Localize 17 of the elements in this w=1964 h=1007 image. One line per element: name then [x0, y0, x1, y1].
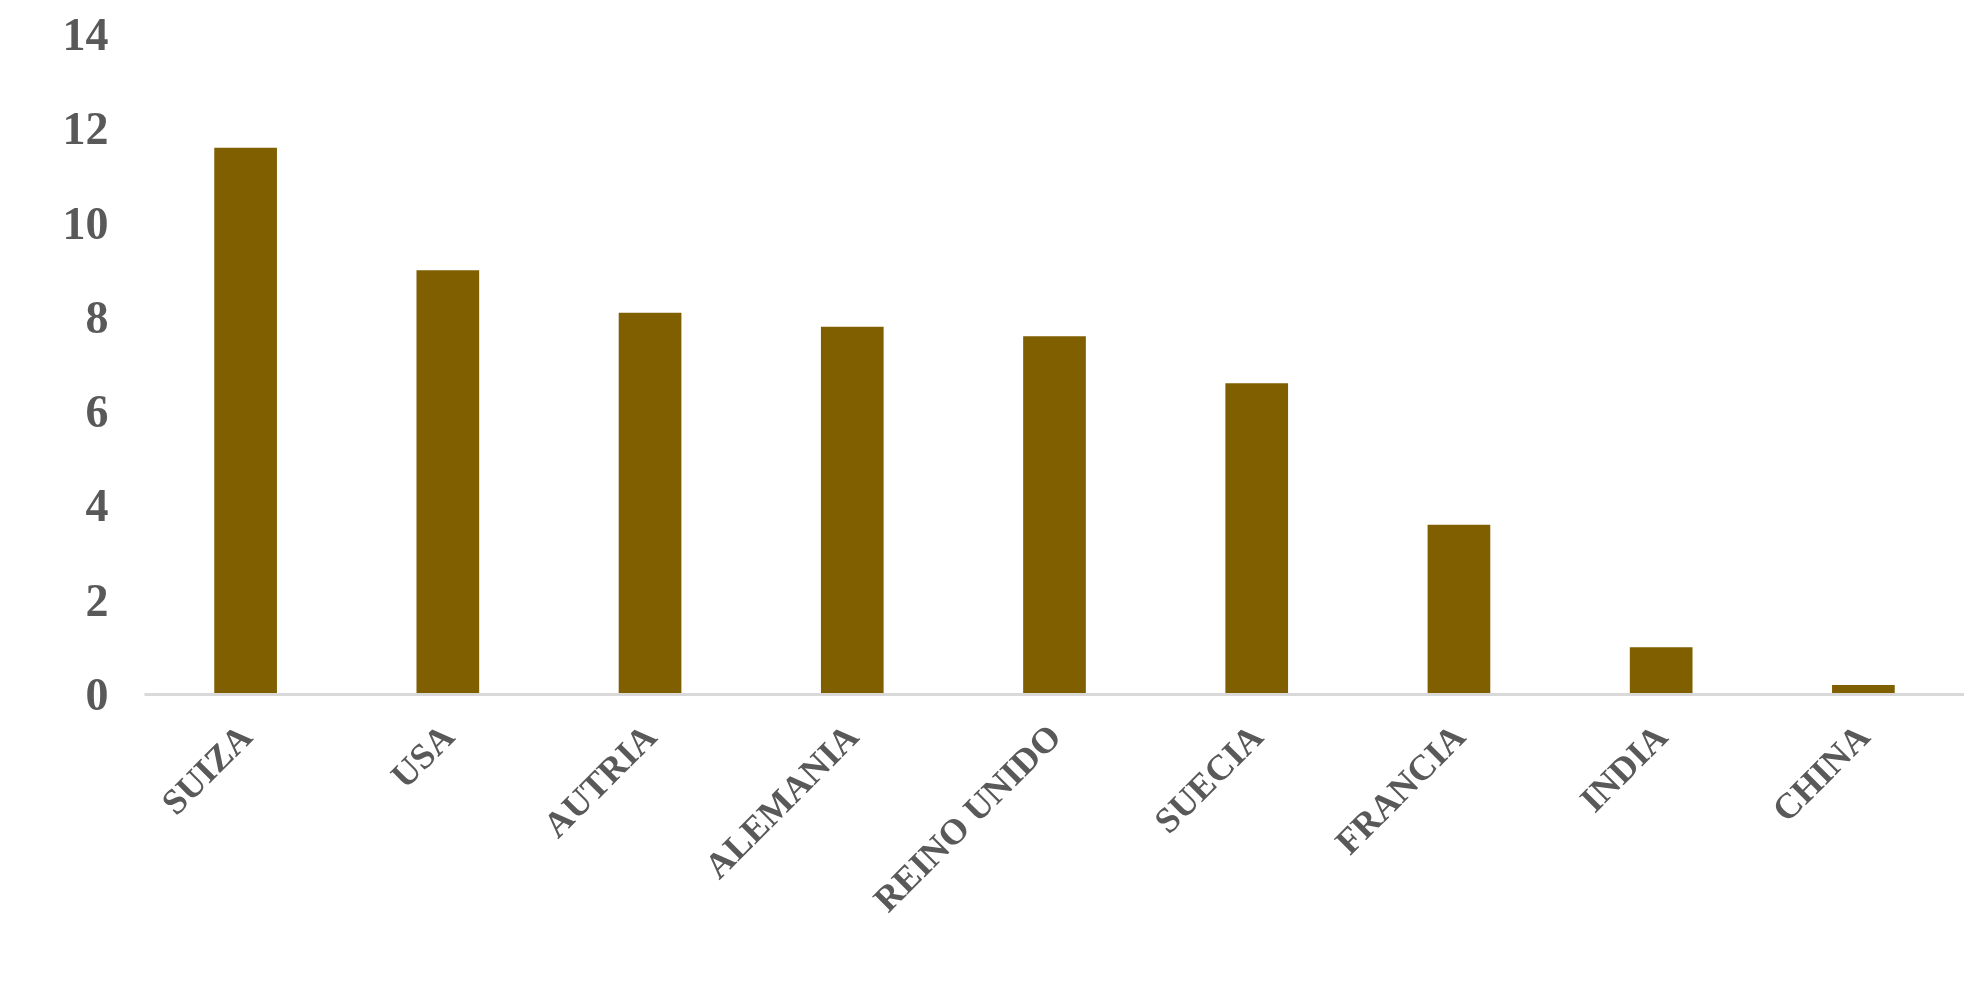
bar: [1629, 647, 1693, 695]
y-tick-label: 8: [85, 291, 109, 343]
bar: [1427, 524, 1491, 695]
y-tick-label: 6: [85, 386, 109, 438]
bar: [1023, 336, 1086, 695]
y-tick-label: 12: [62, 103, 109, 155]
y-tick-label: 14: [62, 9, 109, 60]
bar: [214, 147, 277, 695]
bar: [416, 270, 480, 695]
bar: [820, 326, 884, 695]
y-tick-label: 4: [85, 480, 109, 532]
x-tick-label: USA: [382, 716, 462, 796]
bar: [1225, 383, 1289, 695]
bar: [618, 312, 682, 695]
y-tick-label: 2: [85, 574, 109, 626]
y-tick-label: 0: [85, 669, 109, 720]
y-tick-label: 10: [62, 197, 109, 249]
